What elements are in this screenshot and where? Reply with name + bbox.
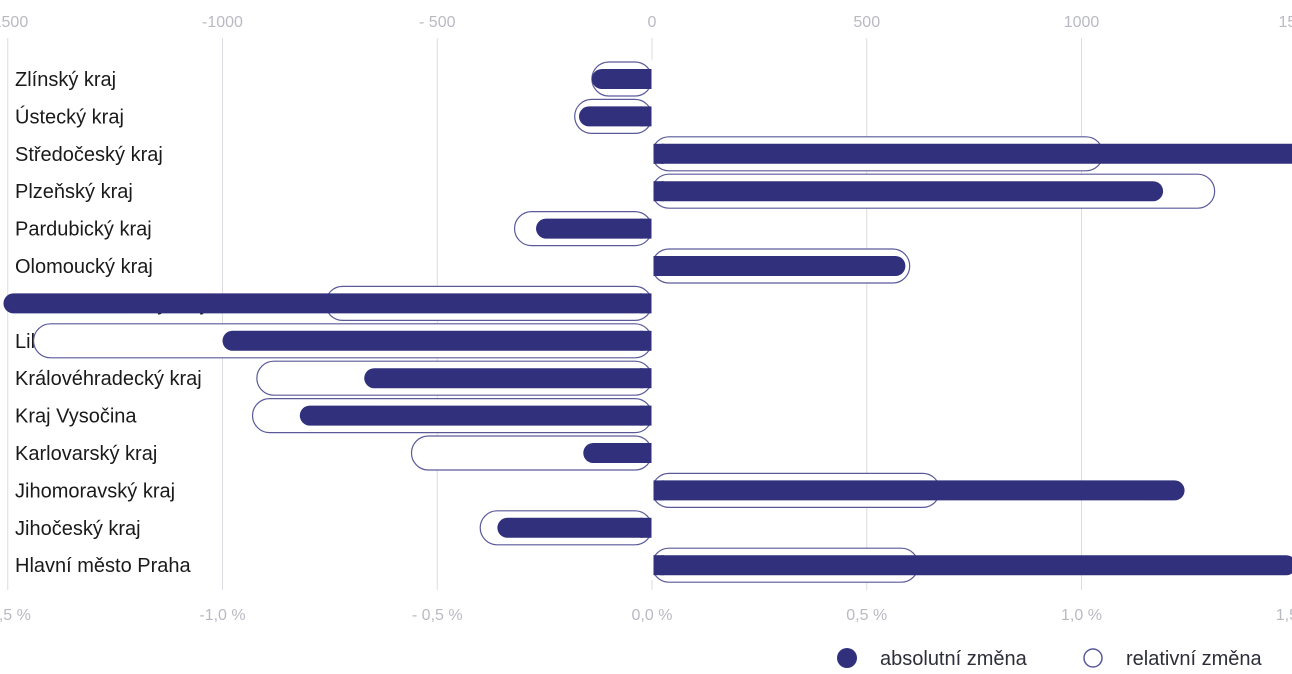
category-label: Karlovarský kraj <box>15 443 157 465</box>
bar-absolute-base <box>640 368 652 389</box>
legend-relative-label: relativní změna <box>1126 648 1262 669</box>
bar-absolute-base <box>652 143 664 164</box>
bar-absolute <box>583 443 652 463</box>
category-label: Jihomoravský kraj <box>15 480 175 502</box>
top-tick-label: -1000 <box>202 14 243 31</box>
bar-absolute <box>578 106 652 127</box>
bottom-tick-label: -1,5 % <box>0 607 31 624</box>
bar-absolute <box>222 330 652 351</box>
bar-absolute-base <box>640 330 652 351</box>
bar-absolute-base <box>640 517 652 538</box>
bar-absolute <box>652 480 1185 501</box>
bottom-tick-label: - 0,5 % <box>412 607 463 624</box>
legend-relative-marker <box>1083 648 1103 668</box>
category-label: Jihočeský kraj <box>15 518 141 540</box>
bottom-tick-label: 0,5 % <box>846 607 887 624</box>
bar-absolute <box>3 293 652 314</box>
category-label: Ústecký kraj <box>15 105 124 128</box>
category-label: Zlínský kraj <box>15 69 116 91</box>
bar-absolute-base <box>652 256 664 276</box>
bottom-tick-label: 0,0 % <box>632 607 673 624</box>
bar-absolute <box>652 143 1292 164</box>
bar-absolute <box>591 69 652 89</box>
bar-absolute-base <box>640 218 652 239</box>
top-tick-label: 1500 <box>1278 14 1292 31</box>
legend: absolutní změna relativní změna <box>837 648 1262 670</box>
bar-absolute-base <box>640 293 652 314</box>
category-label: Královéhradecký kraj <box>15 368 202 390</box>
bar-absolute <box>299 405 652 426</box>
category-label: Pardubický kraj <box>15 219 152 241</box>
category-label: Středočeský kraj <box>15 144 163 166</box>
bar-absolute-base <box>640 69 652 89</box>
top-tick-label: 500 <box>853 14 880 31</box>
bar-absolute <box>652 555 1292 576</box>
bar-absolute <box>652 181 1164 202</box>
legend-absolute-marker <box>837 648 857 668</box>
category-label: Hlavní město Praha <box>15 555 192 577</box>
bar-absolute <box>652 256 906 276</box>
bar-absolute <box>497 517 652 538</box>
top-tick-label: - 500 <box>419 14 456 31</box>
category-label: Kraj Vysočina <box>15 406 137 428</box>
bottom-tick-label: -1,0 % <box>199 607 245 624</box>
top-tick-label: 1000 <box>1064 14 1100 31</box>
bar-absolute-base <box>652 555 664 576</box>
top-tick-label: 0 <box>648 14 657 31</box>
bar-absolute-base <box>640 443 652 463</box>
bottom-tick-label: 1,0 % <box>1061 607 1102 624</box>
category-labels: Zlínský kraj Ústecký kraj Středočeský kraj… <box>15 69 205 577</box>
category-label: Olomoucký kraj <box>15 256 153 278</box>
bottom-axis-ticks: -1,5 %-1,0 %- 0,5 %0,0 %0,5 %1,0 %1,5 %2… <box>0 607 1292 624</box>
bar-absolute-base <box>640 405 652 426</box>
bar-absolute-base <box>640 106 652 127</box>
legend-absolute-label: absolutní změna <box>880 648 1028 669</box>
bottom-tick-label: 1,5 % <box>1276 607 1292 624</box>
bar-absolute <box>536 218 652 239</box>
bar-absolute <box>364 368 652 389</box>
top-tick-label: -1500 <box>0 14 28 31</box>
bars <box>3 60 1292 583</box>
top-axis-ticks: -1500-1000- 5000500100015002000 <box>0 14 1292 31</box>
category-label: Plzeňský kraj <box>15 181 133 203</box>
bar-absolute-base <box>652 181 664 202</box>
bar-absolute-base <box>652 480 664 501</box>
